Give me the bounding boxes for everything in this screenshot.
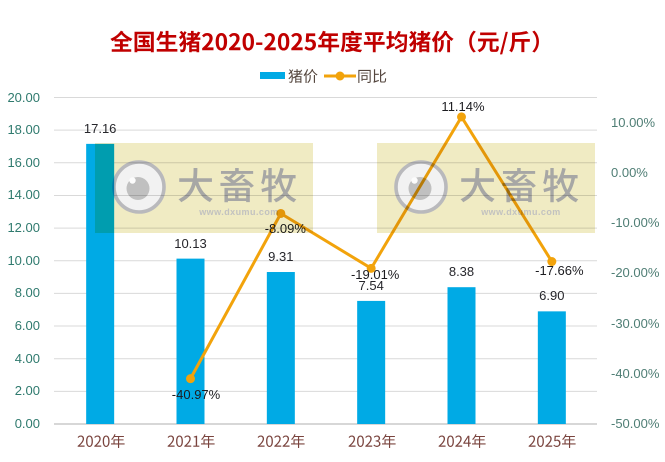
right-axis-tick-label: 10.00% <box>611 114 656 130</box>
legend-item-line-label <box>357 64 387 88</box>
left-axis-tick-label: 12.00 <box>7 220 40 236</box>
left-axis-tick-label: 14.00 <box>7 187 40 203</box>
line-data-label: -17.66% <box>535 263 584 279</box>
bar-data-label: 9.31 <box>268 249 294 264</box>
legend-bar-swatch <box>260 72 285 79</box>
bar-data-label: 6.90 <box>539 288 565 304</box>
left-axis-tick-label: 8.00 <box>14 285 40 301</box>
left-axis-tick-label: 20.00 <box>7 89 40 105</box>
right-axis-tick-label: -30.00% <box>611 315 660 331</box>
bar-2023年[interactable] <box>357 300 386 424</box>
right-axis-tick-label: 0.00% <box>611 164 648 180</box>
bar-2025年[interactable] <box>537 311 566 424</box>
left-axis-tick-label: 10.00 <box>7 252 40 268</box>
line-data-label: -40.97% <box>171 387 221 403</box>
line-marker-2025年[interactable] <box>547 257 557 267</box>
right-axis-tick-label: -20.00% <box>611 265 660 281</box>
right-axis-tick-label: -40.00% <box>611 365 660 381</box>
eye-icon <box>394 160 448 214</box>
right-axis-tick-label: -50.00% <box>611 416 660 431</box>
watermark-brand-text <box>177 155 302 215</box>
line-data-label: -19.01% <box>350 266 400 282</box>
x-axis-tick-label <box>438 429 487 453</box>
bar-2024年[interactable] <box>447 287 476 424</box>
chart-title-text <box>109 23 555 60</box>
line-marker-2021年[interactable] <box>186 374 195 384</box>
bar-data-label: 7.54 <box>358 277 384 293</box>
line-marker-2023年[interactable] <box>366 263 376 273</box>
bar-data-label: 17.16 <box>83 120 117 136</box>
bar-data-label: 10.13 <box>174 235 207 251</box>
bar-2022年[interactable] <box>266 272 295 424</box>
bar-data-label: 8.38 <box>448 264 475 280</box>
legend-line-swatch <box>324 71 356 80</box>
legend-item-bar-label <box>287 64 318 88</box>
x-axis-tick-label <box>348 429 397 453</box>
line-marker-2024年[interactable] <box>457 112 466 122</box>
x-axis-tick-label <box>77 429 126 453</box>
line-data-label: 11.14% <box>441 98 485 114</box>
x-axis-tick-label <box>257 429 306 453</box>
eye-icon <box>112 160 166 214</box>
bar-2021年[interactable] <box>176 258 205 424</box>
left-axis-tick-label: 4.00 <box>14 350 40 366</box>
watermark-url-text: www.dxumu.com <box>199 206 279 217</box>
x-axis-tick-label <box>167 429 216 453</box>
watermark: www.dxumu.com <box>377 143 595 233</box>
left-axis-tick-label: 16.00 <box>7 154 40 170</box>
right-axis-tick-label: -10.00% <box>611 215 660 231</box>
watermark: www.dxumu.com <box>95 143 313 233</box>
x-axis-tick-label <box>528 429 577 453</box>
watermark-url-text: www.dxumu.com <box>481 206 561 217</box>
left-axis-tick-label: 18.00 <box>7 122 40 138</box>
watermark-brand-text <box>459 155 584 215</box>
left-axis-tick-label: 6.00 <box>14 318 40 334</box>
left-axis-tick-label: 2.00 <box>14 383 40 399</box>
left-axis-tick-label: 0.00 <box>14 416 40 431</box>
